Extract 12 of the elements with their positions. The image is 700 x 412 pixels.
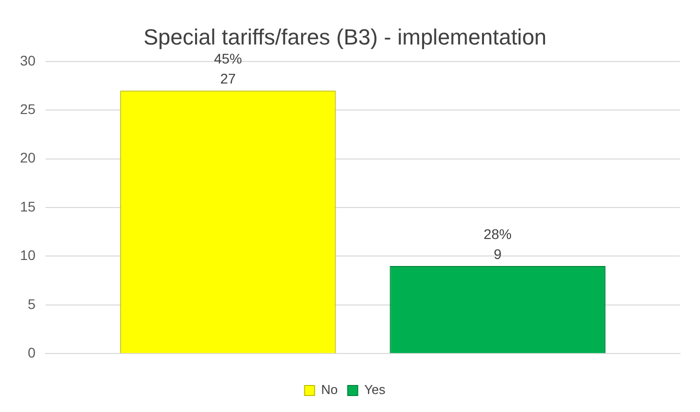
y-tick-label: 15 (20, 198, 36, 214)
y-tick-label: 20 (20, 150, 36, 166)
y-tick-label: 25 (20, 100, 36, 117)
y-tick-label: 5 (28, 296, 36, 312)
y-tick-label: 10 (20, 247, 36, 264)
data-label: 28% 9 (484, 226, 512, 262)
data-label: 45% 27 (214, 50, 242, 86)
legend-label: Yes (364, 382, 386, 398)
y-tick-label: 0 (28, 344, 36, 360)
chart-title: Special tariffs/fares (B3) - implementation (143, 24, 547, 50)
y-tick-label: 30 (20, 52, 36, 68)
legend-label: No (321, 382, 338, 398)
